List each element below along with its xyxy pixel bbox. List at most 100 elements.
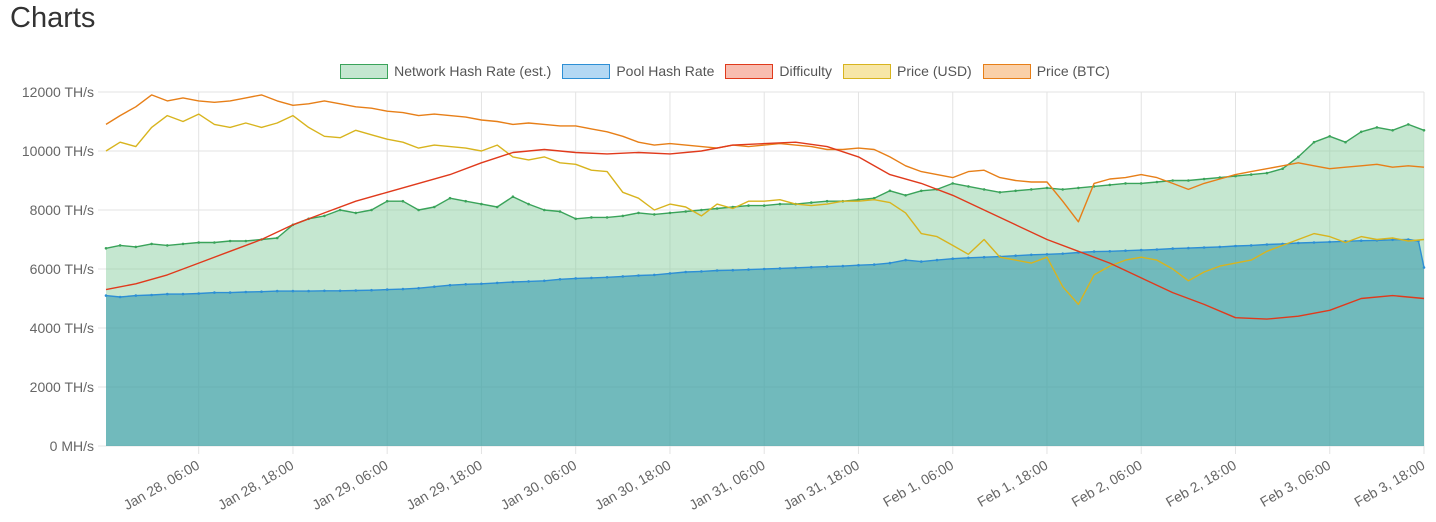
- data-point: [920, 189, 923, 193]
- data-point: [668, 211, 672, 215]
- data-point: [1375, 126, 1379, 129]
- data-point: [1359, 239, 1363, 242]
- data-point: [228, 239, 232, 243]
- data-point: [385, 288, 389, 291]
- data-point: [104, 294, 108, 297]
- data-point: [794, 266, 797, 270]
- data-point: [982, 255, 986, 259]
- data-point: [558, 210, 562, 213]
- data-point: [605, 216, 609, 219]
- data-point: [291, 289, 295, 293]
- data-point: [668, 272, 672, 275]
- data-point: [778, 267, 782, 270]
- legend-label-price-usd: Price (USD): [897, 63, 972, 79]
- data-point: [1297, 241, 1300, 245]
- data-point: [1422, 129, 1426, 132]
- data-point: [1202, 246, 1206, 249]
- data-point: [1014, 254, 1017, 257]
- data-point: [1422, 266, 1426, 269]
- legend-item-pool-hash-rate[interactable]: Pool Hash Rate: [562, 63, 714, 79]
- data-point: [841, 264, 845, 268]
- legend-item-network-hash-rate[interactable]: Network Hash Rate (est.): [340, 63, 551, 79]
- data-point: [181, 242, 185, 246]
- data-point: [527, 202, 530, 206]
- data-point: [825, 265, 829, 268]
- data-point: [134, 245, 138, 249]
- data-point: [118, 295, 122, 299]
- data-point: [1061, 188, 1064, 191]
- data-point: [872, 263, 876, 266]
- legend-swatch-price-btc: [982, 63, 1031, 79]
- data-point: [1234, 244, 1237, 248]
- data-point: [1139, 182, 1143, 185]
- data-point: [967, 256, 970, 260]
- legend-item-difficulty[interactable]: Difficulty: [725, 63, 832, 79]
- data-point: [354, 211, 358, 215]
- series-pool-hash-rate: [104, 238, 1426, 446]
- data-point: [762, 267, 766, 271]
- data-point: [275, 289, 279, 293]
- x-tick-label: Jan 31, 18:00: [780, 457, 862, 513]
- data-point: [543, 208, 546, 212]
- data-point: [464, 283, 468, 286]
- data-point: [857, 263, 860, 267]
- data-point: [1407, 238, 1410, 241]
- legend-label-pool-hash-rate: Pool Hash Rate: [616, 63, 715, 79]
- data-point: [904, 194, 907, 197]
- data-point: [401, 199, 405, 203]
- data-point: [1202, 177, 1206, 181]
- x-tick-label: Jan 29, 06:00: [309, 457, 391, 513]
- data-point: [433, 205, 436, 209]
- data-point: [1407, 123, 1410, 126]
- data-point: [307, 289, 310, 293]
- data-point: [731, 268, 735, 272]
- area-pool-hash-rate: [106, 239, 1424, 446]
- data-point: [448, 196, 452, 200]
- data-point: [228, 291, 232, 294]
- data-point: [888, 261, 892, 265]
- data-point: [747, 268, 750, 271]
- data-point: [417, 208, 420, 212]
- data-point: [951, 182, 954, 185]
- data-point: [1265, 243, 1269, 246]
- data-point: [527, 280, 530, 283]
- data-point: [998, 191, 1002, 194]
- data-point: [1218, 245, 1222, 249]
- y-tick-label: 0 MH/s: [50, 438, 94, 454]
- data-point: [904, 258, 907, 262]
- data-point: [1171, 179, 1174, 182]
- line-pool-hash-rate: [105, 238, 1425, 298]
- data-point: [1249, 244, 1253, 247]
- data-point: [244, 290, 248, 294]
- data-point: [715, 269, 719, 272]
- data-point: [1108, 250, 1112, 253]
- data-point: [653, 213, 656, 216]
- data-point: [1187, 179, 1190, 182]
- legend-swatch-difficulty: [725, 63, 774, 79]
- data-point: [888, 189, 892, 193]
- data-point: [700, 208, 703, 212]
- legend-swatch-price-usd: [843, 63, 892, 79]
- legend-item-price-usd[interactable]: Price (USD): [843, 63, 972, 79]
- x-tick-label: Feb 3, 06:00: [1257, 457, 1333, 510]
- data-point: [1328, 240, 1331, 244]
- legend-label-price-btc: Price (BTC): [1036, 63, 1110, 79]
- data-point: [951, 257, 954, 261]
- legend-item-price-btc[interactable]: Price (BTC): [982, 63, 1110, 79]
- data-point: [213, 241, 216, 244]
- series-difficulty: [105, 141, 1425, 320]
- x-tick-label: Jan 30, 18:00: [592, 457, 674, 513]
- data-point: [684, 270, 687, 274]
- data-point: [480, 282, 483, 286]
- data-point: [338, 289, 342, 293]
- x-tick-label: Jan 30, 06:00: [498, 457, 580, 513]
- data-point: [700, 270, 703, 273]
- data-point: [104, 247, 108, 250]
- legend-label-network-hash-rate: Network Hash Rate (est.): [394, 63, 552, 79]
- page-title: Charts: [10, 2, 96, 34]
- data-point: [354, 289, 358, 292]
- data-point: [275, 236, 279, 240]
- data-point: [260, 290, 263, 294]
- data-point: [166, 292, 169, 296]
- data-point: [244, 239, 248, 243]
